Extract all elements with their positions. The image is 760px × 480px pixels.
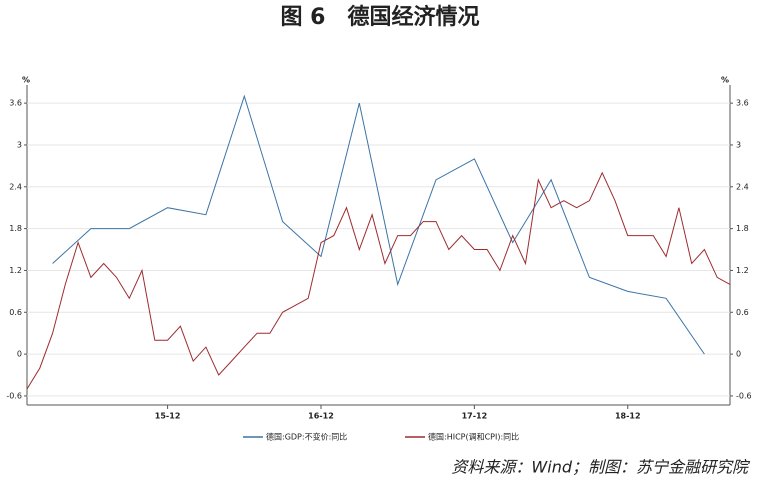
y-tick-label: 1.8	[9, 224, 22, 233]
series-line	[52, 94, 705, 355]
legend-label: 德国:HICP(调和CPI):同比	[428, 432, 519, 442]
y2-tick-label: 1.8	[736, 224, 749, 233]
x-tick-label: 17-12	[462, 412, 488, 421]
y2-tick-label: 2.4	[736, 182, 749, 191]
y-tick-label: 3.6	[9, 99, 22, 108]
y-unit: %	[22, 76, 30, 85]
y-tick-label: 3	[17, 140, 22, 149]
y-tick-label: 2.4	[9, 182, 22, 191]
source: 资料来源：Wind；制图：苏宁金融研究院	[451, 458, 751, 477]
legend-label: 德国:GDP:不变价:同比	[266, 432, 347, 442]
y2-tick-label: 0.6	[736, 308, 749, 317]
x-tick-label: 15-12	[155, 412, 181, 421]
x-tick-label: 16-12	[308, 412, 334, 421]
y-tick-label: 0.6	[9, 308, 22, 317]
y-tick-label: 1.2	[9, 266, 22, 275]
y2-tick-label: 3	[736, 140, 741, 149]
y2-tick-label: 3.6	[736, 99, 749, 108]
y2-tick-label: 1.2	[736, 266, 749, 275]
series-line	[26, 171, 731, 390]
chart-title: 图 6 德国经济情况	[281, 4, 480, 30]
y2-tick-label: 0	[736, 350, 741, 359]
y-tick-label: -0.6	[6, 391, 22, 400]
y2-tick-label: -0.6	[736, 391, 752, 400]
y2-unit: %	[721, 76, 729, 85]
x-tick-label: 18-12	[615, 412, 641, 421]
y-tick-label: 0	[17, 350, 22, 359]
